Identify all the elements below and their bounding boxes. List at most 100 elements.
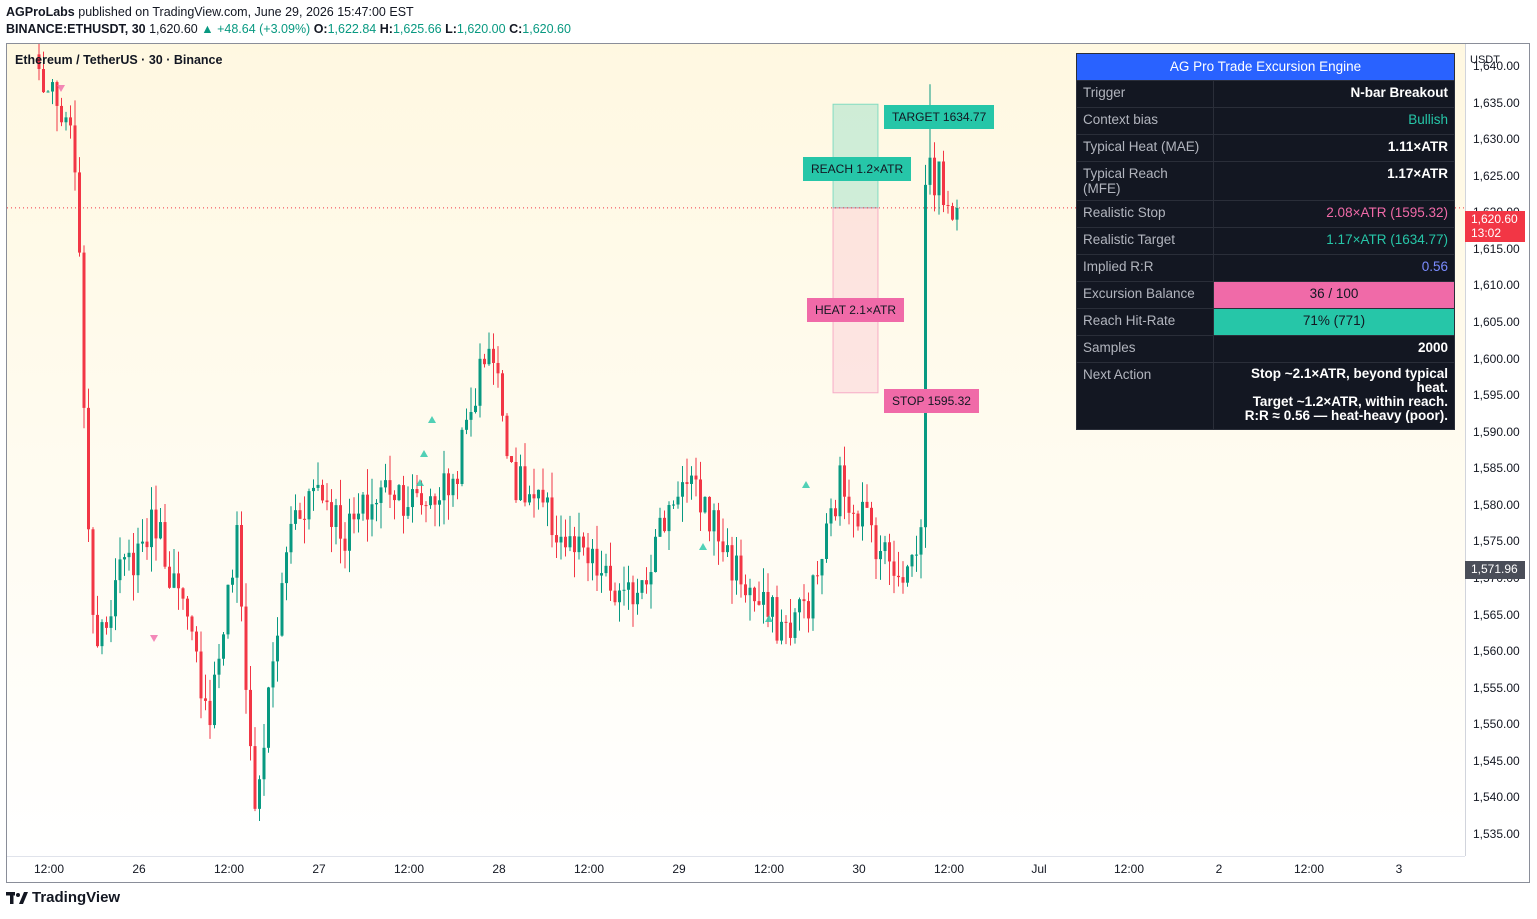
price-tick-label: 1,580.00 [1473, 497, 1520, 512]
candle [402, 475, 405, 534]
candle [793, 608, 797, 644]
buy-signal-marker [699, 543, 707, 550]
price-tick-label: 1,560.00 [1473, 644, 1520, 659]
candle [235, 511, 239, 603]
candle [595, 525, 599, 592]
open-label: O: [313, 22, 328, 36]
candle [874, 517, 878, 580]
price-tick-label: 1,565.00 [1473, 607, 1520, 622]
time-tick-label: 28 [492, 862, 506, 876]
candle [672, 500, 675, 510]
candle [447, 468, 450, 520]
candle [330, 489, 333, 553]
candle [91, 527, 95, 634]
candle [627, 565, 630, 610]
candle [573, 526, 576, 578]
candle [667, 501, 671, 550]
candle [186, 595, 189, 630]
time-tick-label: 12:00 [213, 862, 245, 876]
high-label: H: [379, 22, 393, 36]
candle [604, 553, 608, 577]
symbol-name[interactable]: BINANCE:ETHUSDT, 30 [6, 22, 146, 36]
heat-label: HEAT 2.1×ATR [807, 298, 905, 322]
candle [838, 456, 842, 526]
candle [339, 479, 342, 564]
next-action-line: Target ~1.2×ATR, within reach. [1252, 394, 1448, 409]
price-axis[interactable]: 1,535.00 1,540.00 1,545.00 1,550.00 1,555.00… [1465, 44, 1529, 856]
candle [213, 661, 216, 729]
candle [325, 483, 329, 511]
candle [933, 142, 936, 212]
candle [852, 504, 855, 538]
time-tick-label: 3 [1395, 862, 1403, 876]
candle [109, 599, 113, 643]
footer-brand: TradingView [32, 889, 121, 906]
candle [879, 535, 882, 580]
candle [955, 199, 959, 231]
time-tick-label: 29 [672, 862, 686, 876]
candle [478, 343, 482, 418]
candle [577, 512, 581, 560]
candle [136, 527, 140, 593]
candle [46, 89, 50, 93]
candle [870, 501, 873, 543]
price-tick-label: 1,615.00 [1473, 241, 1520, 256]
candle [915, 535, 918, 572]
candle [897, 551, 900, 587]
candle [195, 626, 198, 663]
candle [226, 584, 230, 639]
reach-label: REACH 1.2×ATR [803, 157, 912, 181]
candle [406, 486, 410, 520]
candle [798, 597, 801, 631]
candle [280, 572, 284, 637]
candle [172, 548, 176, 589]
time-tick-label: Jul [1031, 862, 1047, 876]
excursion-engine-panel: AG Pro Trade Excursion Engine Trigger N-b… [1076, 53, 1455, 430]
candle [762, 568, 765, 624]
candle [861, 482, 864, 541]
candle [847, 479, 851, 525]
stop-label: STOP 1595.32 [884, 389, 979, 413]
candle [370, 478, 374, 537]
candle [883, 535, 887, 565]
candle [825, 513, 828, 563]
currency-label[interactable]: USDT [1470, 54, 1500, 66]
candle [42, 51, 45, 93]
candle [510, 455, 513, 463]
author-name[interactable]: AGProLabs [6, 5, 75, 19]
time-tick-label: 27 [312, 862, 326, 876]
candle [609, 542, 612, 601]
candle [888, 533, 891, 586]
candle [685, 458, 689, 503]
last-price-value: 1,620.60 [1471, 212, 1518, 226]
high-value: 1,625.66 [392, 22, 442, 36]
candle [901, 561, 905, 594]
panel-row-context-bias: Context bias Bullish [1077, 107, 1454, 134]
candle [757, 581, 761, 606]
candle [784, 615, 788, 645]
candle [942, 150, 945, 213]
candle [244, 583, 248, 714]
candle [735, 537, 738, 595]
candle [483, 353, 486, 368]
candle [730, 536, 734, 604]
candle [199, 631, 203, 719]
tradingview-logo[interactable]: TradingView [6, 889, 120, 906]
candle [262, 723, 266, 796]
candle [294, 494, 297, 530]
candle [348, 498, 351, 573]
candle [429, 488, 432, 509]
close-label: C: [509, 22, 523, 36]
time-axis[interactable]: 12:00 26 12:00 27 12:00 28 12:00 29 12:00 30 12:00… [7, 856, 1465, 882]
candle [856, 510, 860, 531]
buy-signal-marker [416, 479, 424, 486]
price-tick-label: 1,605.00 [1473, 314, 1520, 329]
candle [334, 498, 338, 545]
candle [613, 582, 617, 606]
candle [744, 574, 747, 603]
candle [550, 472, 554, 548]
target-label: TARGET 1634.77 [884, 105, 995, 129]
candle [73, 100, 77, 191]
candle [919, 519, 923, 579]
candle [501, 369, 504, 422]
